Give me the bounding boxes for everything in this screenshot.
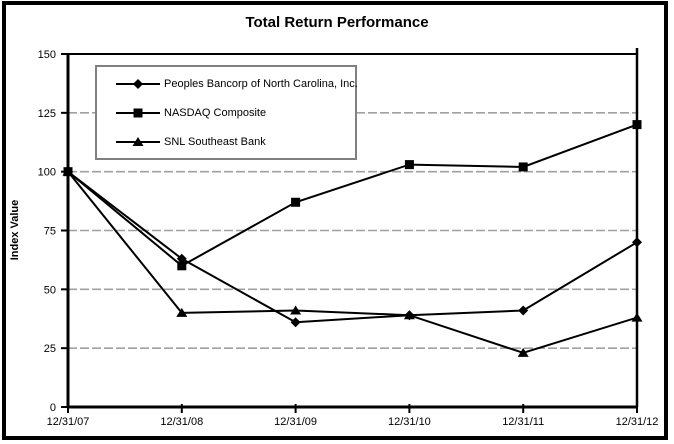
legend-label: NASDAQ Composite [164,106,267,119]
y-tick-label: 50 [44,284,56,296]
y-tick-label: 75 [44,226,56,238]
data-point-square [133,108,143,117]
legend-item: Peoples Bancorp of North Carolina, Inc. [97,77,358,91]
data-point-triangle [517,347,529,357]
y-tick-label: 125 [38,108,56,120]
x-tick-label: 12/31/12 [616,416,659,428]
x-tick-label: 12/31/09 [274,416,317,428]
data-point-triangle [290,305,302,315]
data-point-diamond [290,317,301,328]
data-point-diamond [632,237,642,248]
data-point-diamond [176,253,187,264]
chart-title: Total Return Performance [245,14,429,31]
data-point-square [518,162,528,172]
x-tick-label: 12/31/07 [47,416,90,428]
legend-label: Peoples Bancorp of North Carolina, Inc. [164,77,358,90]
legend-item: SNL Southeast Bank [97,135,355,149]
y-tick-label: 0 [50,402,56,414]
data-point-triangle [403,310,415,320]
data-point-square [404,160,414,170]
x-tick-label: 12/31/08 [160,416,203,428]
series-line-0 [67,170,638,324]
data-point-triangle [132,136,144,146]
legend-label: SNL Southeast Bank [164,135,266,148]
data-point-square [291,197,301,207]
data-point-triangle [631,312,643,322]
y-tick-label: 150 [38,49,56,61]
y-axis-title: Index Value [9,199,21,261]
x-tick-label: 12/31/10 [388,416,431,428]
triangle-marker-icon [116,136,160,146]
x-tick-label: 12/31/11 [502,416,544,428]
data-point-square [177,261,187,271]
data-point-diamond [518,305,529,316]
data-point-triangle [176,307,188,317]
data-point-diamond [133,78,143,89]
legend: Peoples Bancorp of North Carolina, Inc. … [95,65,358,160]
series-line-2 [67,171,638,354]
square-marker-icon [116,108,160,117]
data-point-square [63,167,73,177]
legend-item: NASDAQ Composite [97,106,355,120]
y-tick-label: 100 [38,167,56,179]
diamond-marker-icon [116,78,160,89]
series-line-1 [67,123,638,268]
y-tick-label: 25 [44,343,56,355]
data-point-square [632,120,642,130]
